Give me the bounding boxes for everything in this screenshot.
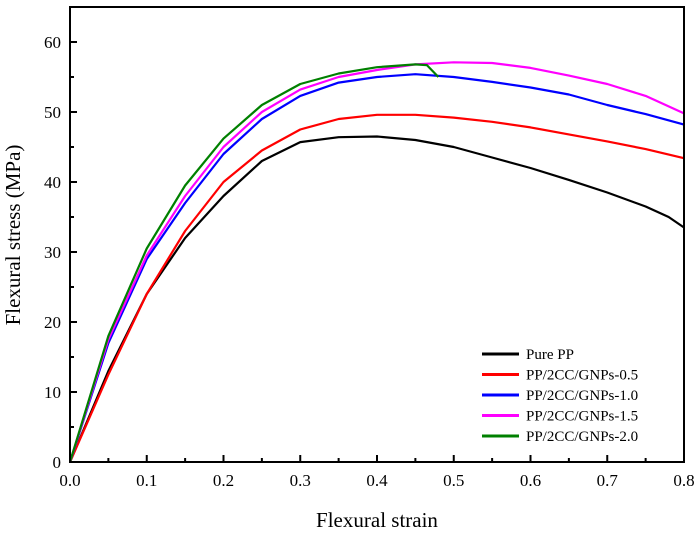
legend-label: PP/2CC/GNPs-1.5 (526, 409, 638, 425)
x-tick-label: 0.4 (366, 471, 388, 490)
x-tick-label: 0.2 (213, 471, 234, 490)
y-tick-label: 10 (44, 383, 61, 402)
y-tick-label: 30 (44, 243, 61, 262)
x-tick-label: 0.6 (520, 471, 541, 490)
x-tick-label: 0.1 (136, 471, 157, 490)
y-tick-label: 50 (44, 103, 61, 122)
y-tick-label: 20 (44, 313, 61, 332)
series-line-3 (68, 61, 685, 463)
legend-label: Pure PP (526, 347, 574, 363)
x-tick-label: 0.5 (443, 471, 464, 490)
y-tick-label: 40 (44, 173, 61, 192)
y-tick-label: 0 (53, 453, 62, 472)
series-line-2 (68, 73, 685, 463)
series-line-1 (68, 113, 685, 463)
legend-label: PP/2CC/GNPs-2.0 (526, 429, 638, 445)
y-tick-label: 60 (44, 33, 61, 52)
series-line-4 (68, 63, 440, 463)
x-tick-label: 0.0 (59, 471, 80, 490)
x-tick-label: 0.7 (597, 471, 619, 490)
legend-label: PP/2CC/GNPs-1.0 (526, 388, 638, 404)
y-axis-label: Flexural stress (MPa) (1, 145, 25, 326)
x-axis-label: Flexural strain (316, 508, 438, 532)
legend-label: PP/2CC/GNPs-0.5 (526, 368, 638, 384)
legend: Pure PP PP/2CC/GNPs-0.5 PP/2CC/GNPs-1.0 PP/… (482, 347, 638, 445)
series-line-0 (68, 135, 685, 463)
x-tick-label: 0.3 (290, 471, 311, 490)
x-tick-label: 0.8 (673, 471, 694, 490)
